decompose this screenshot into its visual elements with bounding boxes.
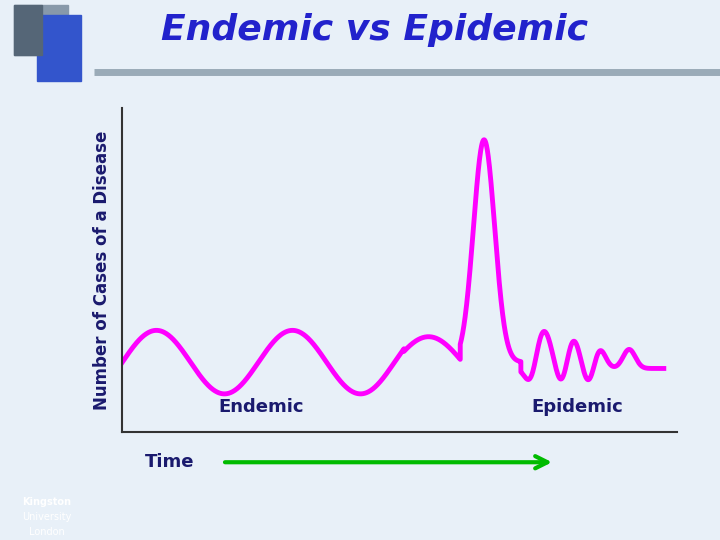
Text: Endemic vs Epidemic: Endemic vs Epidemic — [161, 14, 588, 48]
Text: London: London — [29, 528, 65, 537]
Text: Endemic: Endemic — [218, 398, 304, 416]
Y-axis label: Number of Cases of a Disease: Number of Cases of a Disease — [94, 130, 112, 410]
Text: Time: Time — [145, 453, 194, 471]
Bar — [37, 15, 81, 81]
Text: Kingston: Kingston — [22, 497, 71, 507]
Text: Epidemic: Epidemic — [531, 398, 623, 416]
Text: University: University — [22, 512, 71, 522]
Bar — [14, 4, 68, 55]
Bar — [14, 4, 42, 55]
